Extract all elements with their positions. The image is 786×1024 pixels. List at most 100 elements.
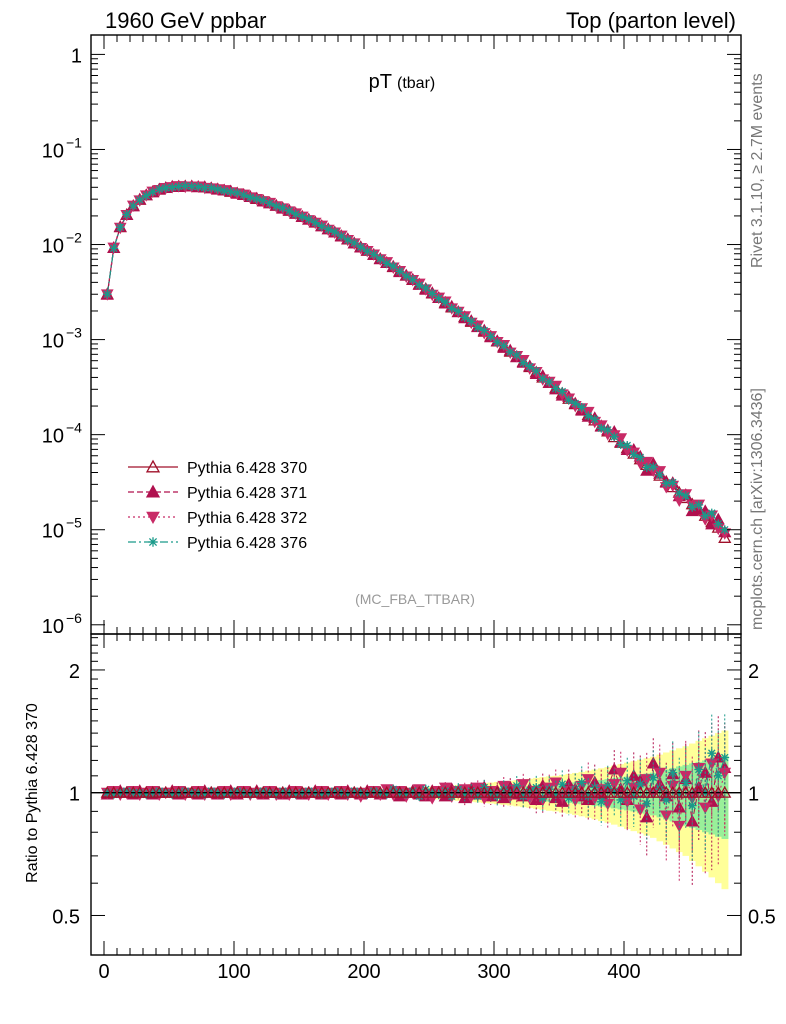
data-point <box>564 395 574 405</box>
ratio-point <box>577 777 587 787</box>
ratio-point <box>460 790 470 799</box>
ratio-point <box>640 810 654 823</box>
ratio-point <box>536 785 550 798</box>
ratio-point <box>219 790 229 799</box>
ratio-point <box>276 785 290 798</box>
data-point <box>122 210 132 219</box>
data-point <box>317 221 327 231</box>
ratio-point <box>386 785 400 798</box>
ratio-y-tick-label-right: 1 <box>748 784 759 806</box>
ratio-point <box>425 785 439 798</box>
ratio-point <box>464 785 478 798</box>
data-point <box>278 203 288 213</box>
ratio-point <box>510 785 524 798</box>
ratio-point <box>713 771 723 781</box>
ratio-point <box>497 785 511 798</box>
legend-marker <box>146 511 160 525</box>
y-tick-label-exp: −2 <box>66 230 82 246</box>
data-point <box>297 212 307 221</box>
ratio-point <box>570 784 580 794</box>
data-point <box>486 332 496 341</box>
ratio-point <box>133 785 147 798</box>
data-point <box>258 196 268 205</box>
data-point <box>668 478 678 487</box>
ratio-point <box>555 785 569 798</box>
x-tick-label: 0 <box>98 961 109 983</box>
ratio-point <box>380 785 394 798</box>
ratio-point <box>421 784 431 794</box>
legend-label: Pythia 6.428 371 <box>187 485 307 502</box>
data-point <box>694 500 704 510</box>
ratio-point <box>349 786 359 796</box>
ratio-point <box>505 790 515 799</box>
x-tick-label: 100 <box>217 961 250 983</box>
ratio-point <box>594 785 608 798</box>
ratio-point <box>206 786 216 796</box>
ratio-point <box>453 784 463 794</box>
data-point <box>382 258 392 268</box>
data-point <box>499 341 509 351</box>
ratio-point <box>315 785 329 798</box>
series-line-main <box>106 185 726 533</box>
ratio-point <box>648 773 658 782</box>
data-point <box>239 190 249 200</box>
ratio-point <box>304 786 314 796</box>
ratio-point <box>666 785 680 798</box>
ratio-point <box>113 785 127 798</box>
data-point <box>375 254 385 264</box>
data-point <box>232 188 242 198</box>
data-point <box>700 511 710 521</box>
data-point <box>226 187 236 197</box>
ratio-point <box>382 790 392 799</box>
ratio-point <box>607 785 621 798</box>
header-energy: 1960 GeV ppbar <box>105 8 267 33</box>
ratio-point <box>438 785 452 798</box>
data-point <box>206 183 216 193</box>
ratio-point <box>588 785 602 798</box>
ratio-point <box>399 785 413 798</box>
ratio-point <box>245 790 255 799</box>
ratio-point <box>523 785 537 798</box>
ratio-point <box>525 786 535 796</box>
y-tick-label-exp: −3 <box>66 325 82 341</box>
ratio-point <box>466 786 476 796</box>
data-point <box>408 275 418 284</box>
ratio-point <box>393 785 407 798</box>
watermark: (MC_FBA_TTBAR) <box>355 591 475 607</box>
ratio-point <box>674 790 684 799</box>
y-tick-label: 10 <box>42 236 64 258</box>
ratio-point <box>126 785 140 798</box>
data-point <box>395 266 405 276</box>
ratio-point <box>200 790 210 799</box>
ratio-point <box>627 785 641 798</box>
legend-marker <box>145 484 161 498</box>
ratio-point <box>414 791 424 801</box>
ratio-point <box>609 786 619 796</box>
y-tick-label: 10 <box>42 140 64 162</box>
data-point <box>609 432 619 442</box>
ratio-point <box>198 785 212 798</box>
data-point <box>369 249 379 259</box>
legend-label: Pythia 6.428 370 <box>187 460 307 477</box>
ratio-point <box>440 786 450 796</box>
data-point <box>616 440 626 449</box>
legend-label: Pythia 6.428 376 <box>187 535 307 552</box>
data-point <box>349 238 359 248</box>
ratio-point <box>484 785 498 798</box>
data-point <box>635 452 645 462</box>
data-point <box>343 235 353 245</box>
data-point <box>596 423 606 433</box>
ratio-point <box>542 785 556 798</box>
data-point <box>330 227 340 237</box>
ratio-point <box>603 781 613 791</box>
ratio-point <box>451 785 465 798</box>
data-point <box>629 450 639 459</box>
ratio-point <box>516 779 530 791</box>
x-tick-label: 200 <box>347 961 380 983</box>
ratio-point <box>698 785 712 798</box>
ratio-point <box>620 785 634 798</box>
ratio-point <box>694 765 704 774</box>
ratio-point <box>622 776 632 786</box>
ratio-point <box>354 785 368 798</box>
ratio-point <box>512 781 522 791</box>
